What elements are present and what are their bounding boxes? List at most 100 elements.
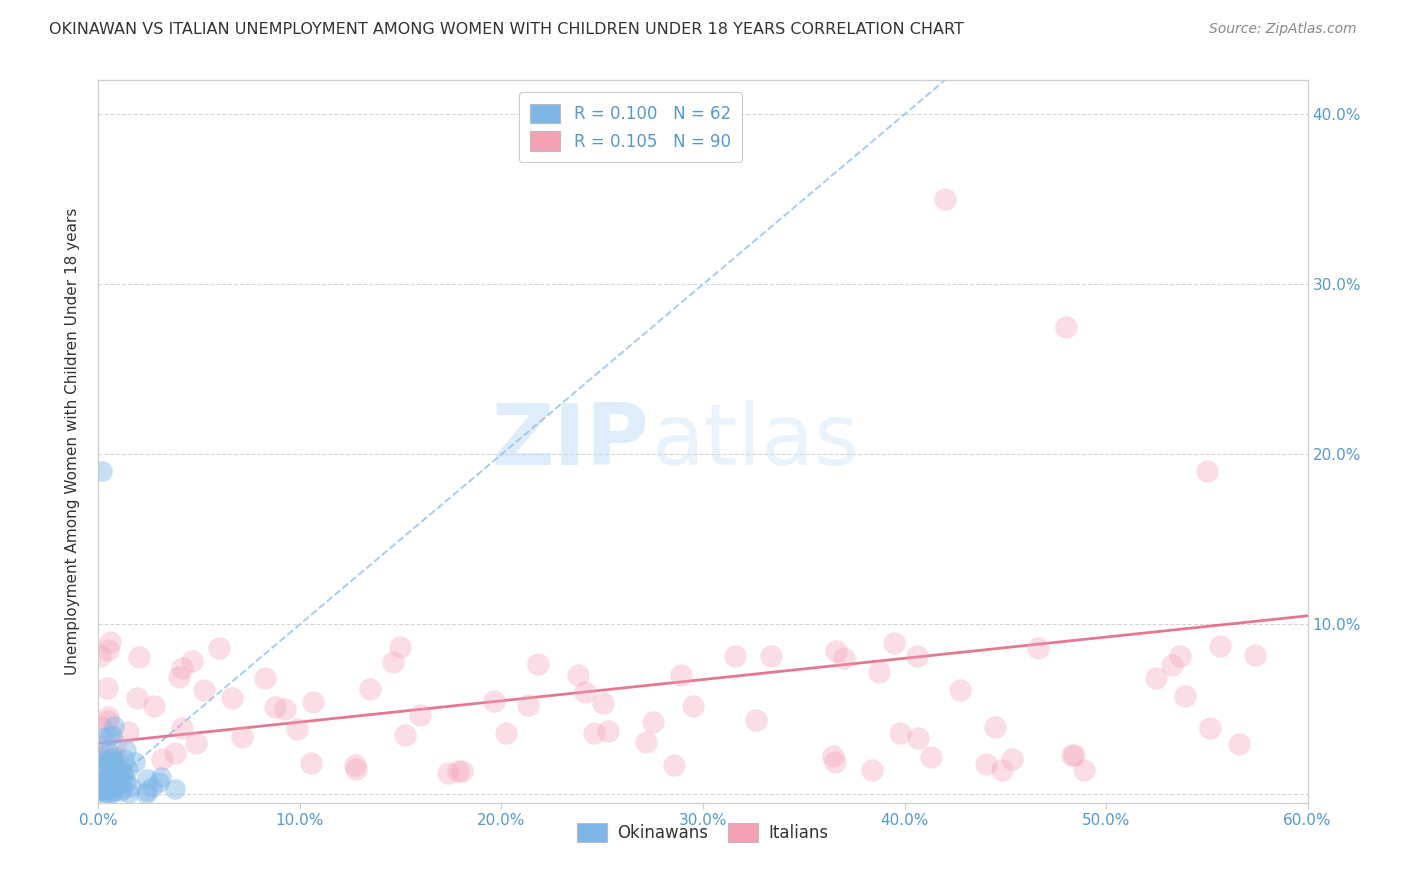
Point — [105, 776, 128, 790]
Point — [302, 694, 325, 708]
Point — [98, 635, 121, 649]
Point — [100, 780, 122, 794]
Point — [582, 725, 605, 739]
Point — [567, 667, 589, 681]
Point — [1244, 648, 1267, 662]
Point — [186, 735, 208, 749]
Point — [97, 774, 120, 789]
Point — [114, 774, 136, 789]
Point — [527, 657, 550, 671]
Point — [117, 762, 139, 776]
Point — [98, 758, 121, 772]
Point — [1170, 648, 1192, 663]
Point — [170, 721, 193, 735]
Point — [112, 752, 135, 766]
Point — [124, 755, 146, 769]
Point — [231, 730, 253, 744]
Point — [103, 719, 125, 733]
Point — [394, 728, 416, 742]
Point — [90, 720, 112, 734]
Point — [128, 650, 150, 665]
Point — [641, 715, 664, 730]
Point — [1174, 689, 1197, 703]
Point — [103, 756, 125, 771]
Point — [1001, 752, 1024, 766]
Point — [516, 698, 538, 713]
Point — [824, 755, 846, 769]
Point — [135, 787, 157, 801]
Point — [1073, 763, 1095, 777]
Point — [299, 756, 322, 770]
Point — [596, 724, 619, 739]
Point — [101, 787, 124, 801]
Point — [165, 781, 187, 796]
Point — [89, 759, 111, 773]
Point — [447, 764, 470, 778]
Point — [1026, 641, 1049, 656]
Point — [100, 780, 122, 795]
Point — [135, 772, 157, 787]
Point — [451, 764, 474, 779]
Point — [285, 722, 308, 736]
Point — [889, 725, 911, 739]
Point — [170, 661, 193, 675]
Point — [1195, 464, 1218, 478]
Point — [1208, 639, 1230, 653]
Point — [103, 755, 125, 769]
Point — [934, 192, 956, 206]
Point — [103, 737, 125, 751]
Point — [91, 776, 114, 790]
Point — [381, 655, 404, 669]
Point — [135, 784, 157, 798]
Point — [101, 728, 124, 742]
Point — [905, 649, 928, 664]
Point — [208, 641, 231, 656]
Text: atlas: atlas — [652, 400, 860, 483]
Point — [389, 640, 412, 654]
Point — [907, 731, 929, 745]
Point — [98, 780, 121, 794]
Point — [98, 729, 121, 743]
Point — [759, 648, 782, 663]
Point — [100, 778, 122, 792]
Point — [104, 765, 127, 780]
Point — [101, 749, 124, 764]
Point — [991, 763, 1014, 777]
Point — [1227, 737, 1250, 751]
Point — [94, 773, 117, 788]
Point — [103, 751, 125, 765]
Point — [744, 713, 766, 727]
Point — [112, 765, 135, 780]
Point — [193, 683, 215, 698]
Point — [120, 780, 142, 794]
Point — [920, 750, 942, 764]
Point — [93, 756, 115, 771]
Point — [592, 697, 614, 711]
Point — [98, 772, 121, 786]
Point — [408, 708, 430, 723]
Point — [104, 750, 127, 764]
Point — [87, 739, 110, 753]
Point — [1060, 748, 1083, 763]
Point — [148, 775, 170, 789]
Point — [883, 636, 905, 650]
Point — [1144, 671, 1167, 685]
Point — [89, 649, 111, 664]
Point — [142, 698, 165, 713]
Point — [664, 757, 686, 772]
Point — [93, 774, 115, 789]
Point — [94, 786, 117, 800]
Point — [100, 755, 122, 769]
Point — [868, 665, 890, 679]
Point — [1063, 747, 1085, 762]
Point — [264, 700, 287, 714]
Y-axis label: Unemployment Among Women with Children Under 18 years: Unemployment Among Women with Children U… — [65, 208, 80, 675]
Point — [97, 643, 120, 657]
Point — [273, 702, 295, 716]
Legend: Okinawans, Italians: Okinawans, Italians — [571, 816, 835, 848]
Point — [983, 720, 1005, 734]
Point — [181, 655, 204, 669]
Point — [359, 682, 381, 697]
Point — [87, 783, 110, 797]
Point — [87, 784, 110, 798]
